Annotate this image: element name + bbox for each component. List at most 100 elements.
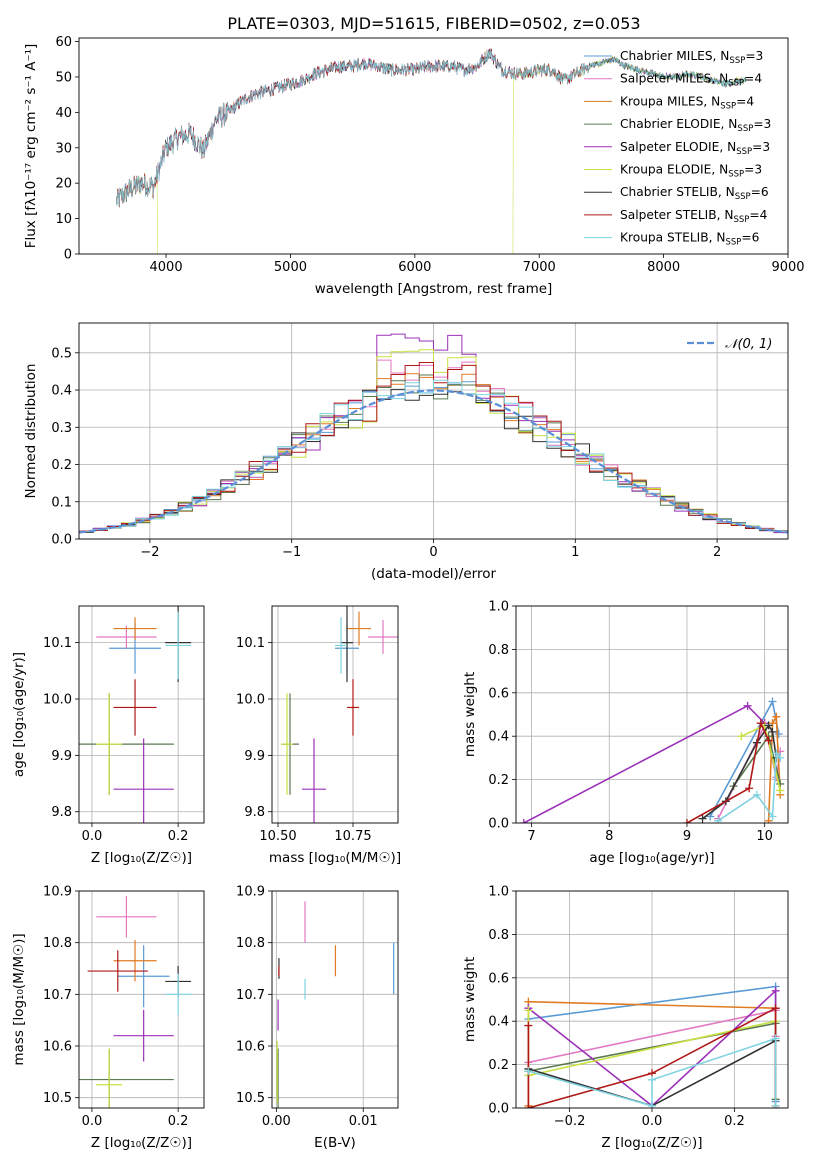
legend-entry: Kroupa MILES, NSSP=4 — [620, 94, 754, 111]
x-tick-label: 0.0 — [642, 1114, 663, 1129]
panel-mass-vs-ebv: 0.00 0.01 10.5 10.6 10.7 10.8 10.9 E(B-V) — [236, 885, 399, 1151]
y-tick-label: 10.6 — [236, 1040, 265, 1055]
panel-age-vs-z: 0.0 0.2 9.8 9.9 10.0 10.1 Z [log₁₀(Z/Z☉)] age [… — [11, 605, 205, 866]
x-axis-label: age [log₁₀(age/yr)] — [589, 850, 714, 866]
y-tick-label: 0.3 — [51, 421, 72, 436]
series-kroupa-stelib — [714, 749, 785, 823]
errorbar-kroupa-stelib — [335, 617, 347, 674]
axes-frame — [78, 37, 789, 255]
axes: 4000 5000 6000 7000 8000 9000 0 10 20 30 40 50 60 wav… — [23, 35, 805, 297]
x-axis-label: mass [log₁₀(M/M☉)] — [269, 850, 401, 866]
x-tick-label: 0 — [429, 545, 437, 560]
series-line — [527, 988, 777, 1107]
legend-entry: Salpeter ELODIE, NSSP=3 — [620, 140, 770, 157]
axes: 0.0 0.2 10.5 10.6 10.7 10.8 10.9 Z [log₁₀(Z/Z☉)… — [11, 885, 205, 1151]
y-tick-label: 0.8 — [488, 643, 509, 658]
y-tick-label: 10.7 — [236, 988, 265, 1003]
x-tick-label: 0.00 — [262, 1114, 291, 1129]
x-tick-label: 0.01 — [349, 1114, 378, 1129]
data-point — [524, 1104, 533, 1108]
gridlines — [79, 606, 204, 823]
y-tick-label: 1.0 — [488, 885, 509, 900]
series-salpeter-elodie — [519, 701, 769, 823]
panels: 4000 5000 6000 7000 8000 90000102030405060wav… — [11, 35, 805, 1151]
y-tick-label: 1.0 — [488, 600, 509, 615]
y-tick-label: 0 — [64, 248, 72, 263]
axes: 10.50 10.75 9.8 9.9 10.0 10.1 mass [log₁₀(M/M☉… — [236, 605, 401, 866]
y-tick-label: 0.1 — [51, 495, 72, 510]
legend-entry: Kroupa ELODIE, NSSP=3 — [620, 163, 762, 180]
x-axis-label: (data-model)/error — [371, 566, 497, 582]
data-point — [524, 1006, 533, 1015]
data-point — [764, 736, 773, 745]
axes-frame — [515, 890, 789, 1109]
series-line — [523, 704, 766, 823]
plot-area — [519, 697, 785, 823]
y-axis-label: Normed distribution — [23, 364, 39, 499]
axes-frame — [271, 605, 399, 824]
normal-curve — [79, 389, 788, 534]
x-tick-label: 8000 — [647, 260, 680, 275]
errorbar-kroupa-stelib — [165, 611, 192, 680]
x-tick-label: 8 — [605, 829, 613, 844]
x-tick-label: 4000 — [150, 260, 183, 275]
data-point — [648, 1075, 656, 1084]
errorbar-kroupa-miles — [113, 617, 157, 640]
y-tick-label: 10.6 — [43, 1040, 72, 1055]
axes-frame — [78, 322, 789, 540]
errorbar-salpeter-elodie — [113, 738, 174, 823]
gridlines — [79, 890, 204, 1108]
x-tick-label: 9000 — [771, 260, 804, 275]
gridlines — [272, 890, 398, 1108]
y-axis-label: age [log₁₀(age/yr)] — [11, 652, 27, 777]
data-point — [698, 814, 707, 823]
x-tick-label: 10 — [756, 829, 773, 844]
data-point — [768, 727, 777, 736]
errorbar-salpeter-miles — [96, 896, 157, 938]
axes-frame — [78, 605, 205, 824]
data-point — [737, 732, 746, 741]
x-tick-label: 0.0 — [82, 829, 103, 844]
data-point — [768, 812, 777, 821]
y-tick-label: 10.0 — [236, 693, 265, 708]
errorbar-kroupa-elodie — [281, 693, 293, 795]
x-axis-label: Z [log₁₀(Z/Z☉)] — [601, 1135, 702, 1151]
axes: 0.0 0.2 9.8 9.9 10.0 10.1 Z [log₁₀(Z/Z☉)] age [… — [11, 605, 205, 866]
series-line — [702, 723, 778, 820]
x-tick-label: 1 — [571, 545, 579, 560]
y-tick-label: 10.9 — [43, 885, 72, 900]
axes: −0.2 0.0 0.2 0.0 0.2 0.4 0.6 0.8 1.0 Z [log₁₀(Z/Z… — [462, 885, 789, 1151]
y-axis-label: mass [log₁₀(M/M☉)] — [11, 933, 27, 1065]
y-tick-label: 9.8 — [244, 805, 265, 820]
y-tick-label: 10.1 — [236, 636, 265, 651]
y-tick-label: 10.8 — [236, 936, 265, 951]
series-line — [709, 699, 780, 817]
series-kroupa-stelib — [524, 1034, 780, 1108]
panel-age-vs-mass: 10.50 10.75 9.8 9.9 10.0 10.1 mass [log₁₀(M/M☉… — [236, 605, 401, 866]
y-tick-label: 0.0 — [488, 817, 509, 832]
errorbar-salpeter-stelib — [347, 679, 359, 736]
panel-spectrum: 4000 5000 6000 7000 8000 9000 0 10 20 30 40 50 60 wav… — [23, 35, 805, 297]
data-point — [524, 1067, 533, 1076]
x-tick-label: −0.2 — [554, 1114, 586, 1129]
errorbar-kroupa-elodie — [96, 1048, 123, 1108]
data-point — [524, 1021, 533, 1030]
data-point — [752, 790, 761, 799]
y-axis-label: mass weight — [462, 672, 478, 757]
y-tick-label: 9.9 — [244, 749, 265, 764]
errorbar-kroupa-miles — [113, 940, 157, 982]
histogram-kroupa-stelib — [79, 379, 788, 539]
y-axis-label: mass weight — [462, 957, 478, 1042]
axes-frame — [515, 605, 789, 824]
y-tick-label: 20 — [55, 177, 72, 192]
x-tick-label: 0.0 — [82, 1114, 103, 1129]
x-axis-label: Z [log₁₀(Z/Z☉)] — [91, 1135, 192, 1151]
errorbar-salpeter-miles — [96, 625, 157, 649]
y-tick-label: 0.8 — [488, 928, 509, 943]
y-tick-label: 60 — [55, 35, 72, 50]
y-tick-label: 0.5 — [51, 346, 72, 361]
gridlines — [516, 605, 788, 824]
plot-area — [524, 982, 780, 1108]
data-point — [771, 1101, 780, 1108]
errorbar-salpeter-elodie — [302, 738, 326, 823]
